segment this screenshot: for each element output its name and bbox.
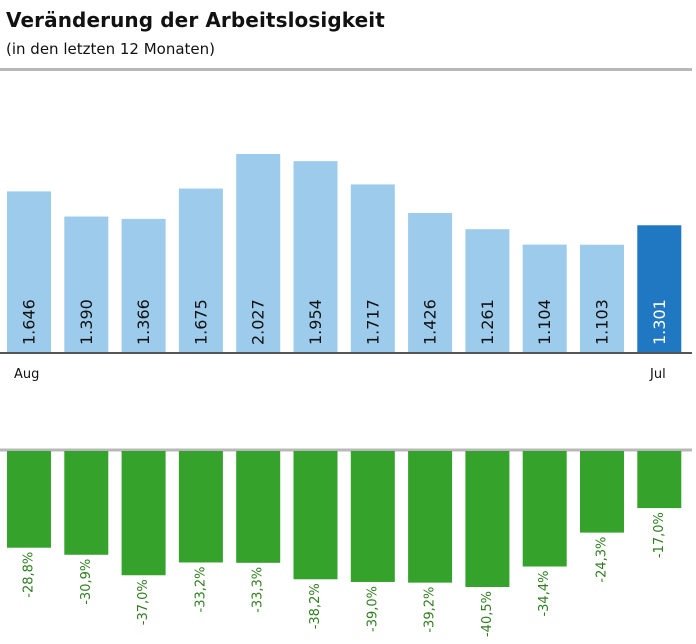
bar-percent-label-8: -39,2% (423, 587, 438, 633)
bar-absolute-10 (522, 244, 567, 353)
percent-change-bars: -28,8% -30,9% -37,0% -33,2% -33,3% -38,2% -39,… (7, 451, 682, 637)
bar-absolute-label-3: 1.366 (134, 299, 153, 345)
bar-percent-label-7: -39,0% (365, 586, 380, 632)
bar-percent-label-10: -34,4% (537, 571, 552, 617)
bar-absolute-9 (465, 229, 510, 353)
bar-percent-8 (408, 451, 453, 583)
bar-absolute-label-7: 1.717 (363, 299, 382, 345)
bar-percent-label-5: -33,3% (251, 567, 266, 613)
x-label-first: Aug (14, 367, 39, 382)
bar-percent-7 (350, 451, 395, 582)
bar-absolute-2 (64, 216, 109, 353)
bar-percent-6 (293, 451, 338, 580)
bar-absolute-4 (178, 188, 223, 353)
bar-percent-2 (64, 451, 109, 555)
bar-percent-1 (7, 451, 51, 548)
bar-percent-label-6: -38,2% (308, 583, 323, 629)
bar-absolute-3 (121, 218, 166, 353)
bar-absolute-label-9: 1.261 (478, 299, 497, 345)
chart-subtitle: (in den letzten 12 Monaten) (6, 40, 215, 58)
bar-percent-5 (236, 451, 281, 563)
absolute-change-bars: 1.646 1.390 1.366 1.675 2.027 1.954 1.717 1.426… (7, 154, 682, 353)
bar-percent-label-3: -37,0% (136, 579, 151, 625)
bar-absolute-7 (350, 184, 395, 353)
bar-percent-label-2: -30,9% (79, 559, 94, 605)
bar-absolute-12 (637, 225, 682, 353)
x-label-last: Jul (649, 367, 666, 382)
bar-percent-label-11: -24,3% (595, 537, 610, 583)
bar-percent-12 (637, 451, 682, 509)
bar-percent-label-1: -28,8% (22, 552, 37, 598)
bar-percent-11 (580, 451, 624, 533)
title-divider (0, 68, 692, 71)
bar-absolute-8 (408, 213, 453, 353)
bar-absolute-label-10: 1.104 (535, 299, 554, 345)
bar-absolute-label-2: 1.390 (77, 299, 96, 345)
bar-absolute-label-11: 1.103 (593, 299, 612, 345)
bar-percent-label-12: -17,0% (652, 512, 667, 558)
bar-percent-9 (465, 451, 510, 587)
bar-absolute-label-1: 1.646 (20, 299, 39, 345)
bar-percent-label-4: -33,2% (193, 566, 208, 612)
bar-absolute-label-5: 2.027 (249, 299, 268, 345)
bar-absolute-label-6: 1.954 (306, 299, 325, 345)
bar-absolute-5 (236, 154, 281, 353)
bar-percent-10 (522, 451, 567, 567)
bar-absolute-1 (7, 191, 51, 353)
bar-absolute-label-12: 1.301 (650, 299, 669, 345)
bar-percent-label-9: -40,5% (480, 591, 495, 637)
chart-title: Veränderung der Arbeitslosigkeit (6, 8, 385, 32)
bar-absolute-label-4: 1.675 (191, 299, 210, 345)
bar-percent-3 (121, 451, 166, 576)
bar-absolute-11 (580, 244, 624, 353)
bar-percent-4 (178, 451, 223, 563)
bar-absolute-label-8: 1.426 (421, 299, 440, 345)
bar-absolute-6 (293, 161, 338, 353)
